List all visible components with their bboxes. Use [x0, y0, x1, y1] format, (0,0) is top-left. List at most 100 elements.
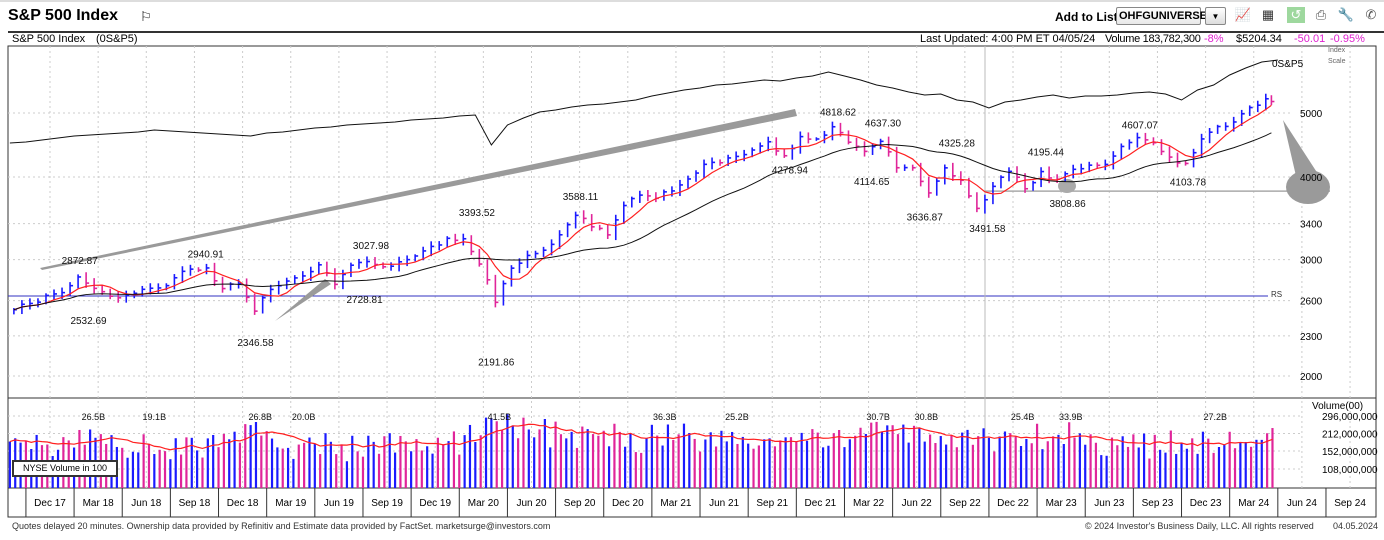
header-bar [0, 0, 1384, 31]
index-scale-label: Scale [1328, 58, 1346, 65]
chevron-down-icon[interactable]: ▼ [1205, 7, 1226, 25]
price-annotation: 3393.52 [459, 208, 496, 219]
symbol-label: 0S&P5 [1272, 59, 1304, 70]
footer-date: 04.05.2024 [1333, 521, 1379, 531]
x-tick-label: Dec 20 [612, 498, 644, 509]
y-tick-label: 3000 [1300, 256, 1323, 267]
y-tick-label: 2600 [1300, 297, 1323, 308]
x-tick-label: Sep 23 [1142, 498, 1174, 509]
price-annotation: 2532.69 [70, 316, 107, 327]
price-change: -50.01 [1294, 33, 1326, 45]
price-annotation: 4818.62 [820, 108, 857, 119]
x-tick-label: Dec 17 [34, 498, 66, 509]
list-select[interactable]: OHFGUNIVERSE [1116, 7, 1207, 25]
x-tick-label: Dec 23 [1190, 498, 1222, 509]
x-tick-label: Mar 24 [1238, 498, 1270, 509]
volume-annotation: 30.7B [866, 412, 890, 422]
rs-label: RS [1271, 290, 1282, 299]
volume-moving-average-line [9, 423, 1273, 451]
price-annotation: 3027.98 [353, 241, 390, 252]
arrow-annotation [275, 279, 331, 321]
wrench-settings-icon[interactable]: 🔧 [1337, 7, 1355, 22]
volume-axis-title: Volume(00) [1312, 401, 1363, 412]
price-annotation: 3808.86 [1049, 199, 1086, 210]
volume-annotation: 26.5B [82, 412, 106, 422]
page-title: S&P 500 Index [8, 7, 118, 24]
trend-line-annotation [40, 109, 797, 270]
footer-copyright: © 2024 Investor's Business Daily, LLC. A… [1085, 521, 1314, 531]
callout-pointer [1283, 120, 1318, 176]
refresh-chart-icon[interactable]: ↺ [1287, 7, 1305, 23]
x-tick-label: Sep 22 [949, 498, 981, 509]
price-annotation: 3636.87 [907, 212, 944, 223]
x-tick-label: Mar 20 [468, 498, 500, 509]
x-tick-label: Jun 18 [131, 498, 161, 509]
y-tick-label: 3400 [1300, 220, 1323, 231]
price-annotation: 4195.44 [1028, 147, 1065, 158]
volume-annotation: 41.5B [488, 412, 512, 422]
price-annotation: 4637.30 [865, 119, 902, 130]
volume-legend: NYSE Volume in 100 [12, 460, 118, 477]
price-readout: $5204.34 [1236, 33, 1282, 45]
price-annotation: 4114.65 [854, 177, 890, 188]
price-annotation: 2346.58 [237, 338, 274, 349]
x-tick-label: Dec 19 [419, 498, 451, 509]
x-tick-label: Sep 21 [756, 498, 788, 509]
volume-annotation: 20.0B [292, 412, 316, 422]
price-annotation: 2940.91 [188, 249, 225, 260]
callout-ellipse [1286, 170, 1330, 204]
y-tick-label: 2000 [1300, 372, 1323, 383]
line-chart-icon[interactable]: 📈 [1234, 7, 1252, 22]
x-tick-label: Dec 22 [997, 498, 1029, 509]
x-tick-label: Jun 24 [1287, 498, 1317, 509]
short-moving-average-line [13, 104, 1272, 311]
highlight-dot [1058, 179, 1076, 193]
price-annotation: 2191.86 [478, 358, 515, 369]
chart-frame [7, 45, 1377, 518]
price-annotation: 4278.94 [772, 166, 809, 177]
index-name: S&P 500 Index [12, 33, 86, 45]
volume-change: -8% [1204, 33, 1224, 45]
last-updated: Last Updated: 4:00 PM ET 04/05/24 [920, 33, 1096, 45]
x-tick-label: Mar 18 [83, 498, 115, 509]
price-annotation: 3491.58 [969, 224, 1006, 235]
volume-annotation: 25.2B [725, 412, 749, 422]
x-tick-label: Jun 20 [516, 498, 546, 509]
rs-line [9, 59, 1278, 146]
volume-tick-label: 108,000,000 [1322, 465, 1378, 476]
layout-grid-icon[interactable]: ▦ [1261, 7, 1275, 22]
x-tick-label: Sep 19 [371, 498, 403, 509]
price-annotation: 4325.28 [939, 139, 976, 150]
flag-icon[interactable]: ⚐ [140, 9, 152, 24]
x-tick-label: Mar 21 [660, 498, 692, 509]
volume-tick-label: 212,000,000 [1322, 430, 1378, 441]
y-tick-label: 4000 [1300, 173, 1323, 184]
x-tick-label: Sep 20 [564, 498, 596, 509]
x-tick-label: Mar 22 [853, 498, 885, 509]
y-tick-label: 2300 [1300, 332, 1323, 343]
price-annotation: 4607.07 [1122, 120, 1159, 131]
volume-annotation: 33.9B [1059, 412, 1083, 422]
footer-disclaimer: Quotes delayed 20 minutes. Ownership dat… [12, 521, 551, 531]
x-tick-label: Jun 21 [709, 498, 739, 509]
volume-readout: Volume 183,782,300 [1105, 33, 1201, 45]
phone-icon[interactable]: ✆ [1365, 7, 1377, 22]
x-tick-label: Sep 24 [1334, 498, 1366, 509]
volume-annotation: 19.1B [143, 412, 167, 422]
index-symbol: (0S&P5) [96, 33, 138, 45]
x-tick-label: Jun 19 [324, 498, 354, 509]
price-annotation: 2872.87 [62, 256, 99, 267]
x-tick-label: Jun 23 [1094, 498, 1124, 509]
long-moving-average-line [13, 132, 1272, 311]
info-bar: S&P 500 Index (0S&P5) Last Updated: 4:00… [8, 31, 1384, 45]
price-annotation: 4103.78 [1170, 178, 1207, 189]
x-tick-label: Mar 19 [275, 498, 307, 509]
price-change-pct: -0.95% [1330, 33, 1365, 45]
x-tick-label: Jun 22 [902, 498, 932, 509]
volume-annotation: 25.4B [1011, 412, 1035, 422]
x-tick-label: Sep 18 [179, 498, 211, 509]
volume-annotation: 36.3B [653, 412, 677, 422]
y-tick-label: 5000 [1300, 109, 1323, 120]
print-icon[interactable]: ⎙ [1315, 7, 1327, 22]
